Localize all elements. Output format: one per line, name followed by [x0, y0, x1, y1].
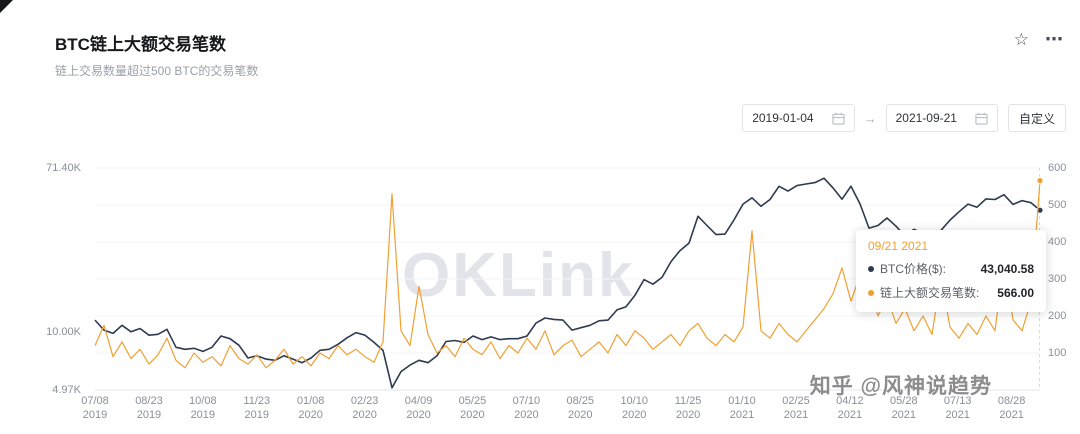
- more-options-icon[interactable]: ⋯: [1045, 29, 1064, 49]
- calendar-icon: [831, 112, 845, 125]
- right-axis-tick: 100: [1048, 346, 1067, 359]
- right-axis-labels: 600 500 400 300 200 100: [1048, 162, 1078, 390]
- zhihu-credit-watermark: 知乎 @风神说趋势: [809, 375, 992, 398]
- tooltip-row-count: 链上大额交易笔数: 566.00: [868, 284, 1034, 301]
- x-axis-tick: 11/23 2019: [243, 395, 271, 421]
- start-date-value: 2019-01-04: [752, 111, 814, 125]
- series-line-price: [94, 177, 1041, 389]
- corner-mark: [0, 0, 13, 13]
- end-date-value: 2021-09-21: [895, 111, 957, 125]
- x-axis-tick: 08/28 2021: [997, 395, 1026, 421]
- x-axis-tick: 02/25 2021: [782, 395, 810, 421]
- series-endpoint-marker: [1036, 176, 1044, 185]
- right-axis-tick: 300: [1048, 273, 1067, 285]
- x-axis-labels: 07/08 2019 08/23 2019 10/08 2019 11/23 2019 01/0…: [81, 394, 1040, 428]
- x-axis-tick: 07/08 2019: [81, 395, 109, 421]
- x-axis-tick: 10/08 2019: [189, 395, 217, 421]
- start-date-picker[interactable]: 2019-01-04: [742, 104, 855, 132]
- tooltip-price-value: 43,040.58: [980, 261, 1034, 276]
- left-axis-tick: 71.40K: [46, 162, 81, 174]
- right-axis-tick: 600: [1048, 162, 1067, 174]
- page-subtitle: 链上交易数量超过500 BTC的交易笔数: [55, 64, 259, 78]
- left-axis-labels: 71.40K 10.00K 4.97K: [0, 162, 88, 396]
- x-axis-tick: 07/10 2020: [512, 395, 541, 421]
- x-axis-tick: 08/23 2019: [135, 395, 163, 421]
- x-axis-tick: 05/25 2020: [458, 395, 487, 421]
- x-axis-tick: 01/08 2020: [296, 395, 325, 421]
- right-axis-tick: 200: [1048, 310, 1067, 322]
- price-series-dot: [868, 265, 874, 272]
- tooltip-count-value: 566.00: [997, 285, 1034, 300]
- x-axis-tick: 11/25 2020: [674, 395, 702, 421]
- header-actions: ☆ ⋯: [1014, 30, 1064, 48]
- favorite-star-icon[interactable]: ☆: [1013, 29, 1029, 49]
- tooltip-price-label: BTC价格($):: [880, 262, 947, 276]
- end-date-picker[interactable]: 2021-09-21: [885, 104, 998, 132]
- x-axis-tick: 02/23 2020: [350, 395, 379, 421]
- right-axis-tick: 500: [1048, 199, 1067, 211]
- oklink-watermark: OKLink: [402, 241, 635, 310]
- calendar-icon: [975, 112, 988, 125]
- left-axis-tick: 4.97K: [52, 384, 81, 396]
- chart-tooltip: 09/21 2021 BTC价格($): 43,040.58 链上大额交易笔数:…: [856, 230, 1046, 312]
- x-axis-tick: 04/12 2021: [836, 395, 864, 421]
- custom-range-button[interactable]: 自定义: [1007, 104, 1066, 132]
- x-axis-tick: 08/25 2020: [566, 395, 595, 421]
- page-title: BTC链上大额交易笔数: [55, 35, 226, 54]
- x-axis-tick: 07/13 2021: [943, 395, 972, 421]
- arrow-right-icon: →: [863, 110, 877, 126]
- x-axis-tick: 04/09 2020: [404, 395, 433, 421]
- x-axis-tick: 10/10 2020: [620, 395, 648, 421]
- tooltip-date: 09/21 2021: [868, 239, 929, 253]
- tooltip-row-price: BTC价格($): 43,040.58: [868, 260, 1034, 277]
- left-axis-tick: 10.00K: [46, 325, 81, 338]
- x-axis-tick: 05/28 2021: [890, 395, 918, 421]
- right-axis-tick: 400: [1048, 235, 1067, 248]
- count-series-dot: [868, 289, 874, 296]
- date-range-toolbar: 2019-01-04 → 2021-09-21 自定义: [742, 104, 1066, 132]
- x-axis-tick: 01/10 2021: [728, 395, 756, 421]
- tooltip-count-label: 链上大额交易笔数:: [880, 286, 980, 300]
